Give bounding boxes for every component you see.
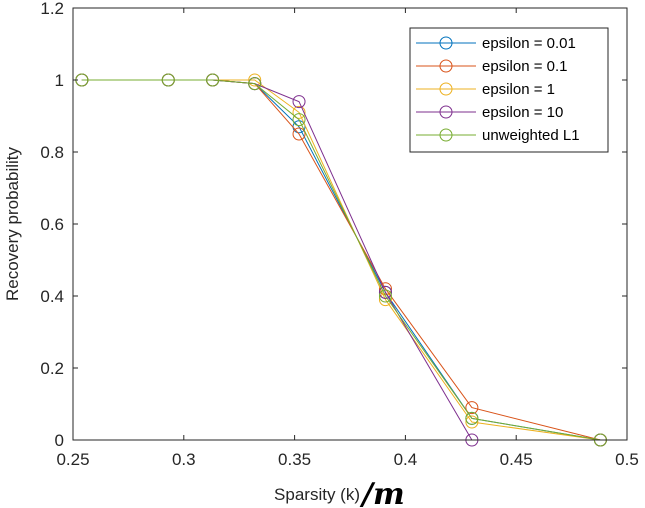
x-tick-label: 0.3	[172, 450, 196, 469]
legend-item: unweighted L1	[416, 127, 580, 144]
data-point	[465, 415, 479, 429]
y-tick-label: 0.2	[40, 359, 64, 378]
legend-item: epsilon = 1	[416, 81, 555, 98]
x-tick-label: 0.45	[500, 450, 533, 469]
data-point	[206, 73, 220, 87]
data-point	[248, 77, 262, 91]
y-axis-label: Recovery probability	[3, 146, 22, 301]
legend-item: epsilon = 0.01	[416, 35, 576, 52]
x-tick-label: 0.35	[278, 450, 311, 469]
y-tick-label: 0	[55, 431, 64, 450]
legend-label: epsilon = 10	[482, 104, 563, 121]
data-point	[292, 127, 306, 141]
data-point	[248, 73, 262, 87]
y-tick-labels: 0 0.2 0.4 0.6 0.8 1 1.2	[40, 0, 64, 450]
legend-item: epsilon = 0.1	[416, 58, 567, 75]
legend-label: epsilon = 0.1	[482, 58, 567, 75]
x-tick-label: 0.5	[615, 450, 639, 469]
legend-marker	[439, 82, 453, 96]
data-point	[378, 285, 392, 299]
data-point	[292, 95, 306, 109]
data-point	[378, 282, 392, 296]
legend-label: epsilon = 1	[482, 81, 555, 98]
data-point	[465, 411, 479, 425]
y-tick-label: 0.4	[40, 287, 64, 306]
series-line	[81, 79, 601, 441]
x-tick-labels: 0.25 0.3 0.35 0.4 0.45 0.5	[56, 450, 638, 469]
data-point	[378, 293, 392, 307]
x-axis-label-handwritten-suffix: /m	[359, 477, 405, 508]
y-tick-label: 1.2	[40, 0, 64, 18]
data-point	[161, 73, 175, 87]
data-point	[465, 401, 479, 415]
data-point	[378, 289, 392, 303]
data-point	[292, 113, 306, 127]
tick-layer	[72, 7, 628, 441]
legend-label: unweighted L1	[482, 127, 580, 144]
legend-marker	[439, 105, 453, 119]
series-layer	[75, 73, 607, 447]
x-tick-label: 0.25	[56, 450, 89, 469]
data-point	[292, 105, 306, 119]
legend-marker	[439, 128, 453, 142]
legend-item: epsilon = 10	[416, 104, 563, 121]
y-tick-label: 0.8	[40, 143, 64, 162]
legend-marker	[439, 36, 453, 50]
y-tick-label: 1	[55, 71, 64, 90]
x-axis-label: Sparsity (k)	[274, 485, 360, 504]
legend-label: epsilon = 0.01	[482, 35, 576, 52]
legend: epsilon = 0.01 epsilon = 0.1 epsilon = 1 ep…	[409, 27, 609, 153]
x-tick-label: 0.4	[394, 450, 418, 469]
y-tick-label: 0.6	[40, 215, 64, 234]
legend-marker	[439, 59, 453, 73]
